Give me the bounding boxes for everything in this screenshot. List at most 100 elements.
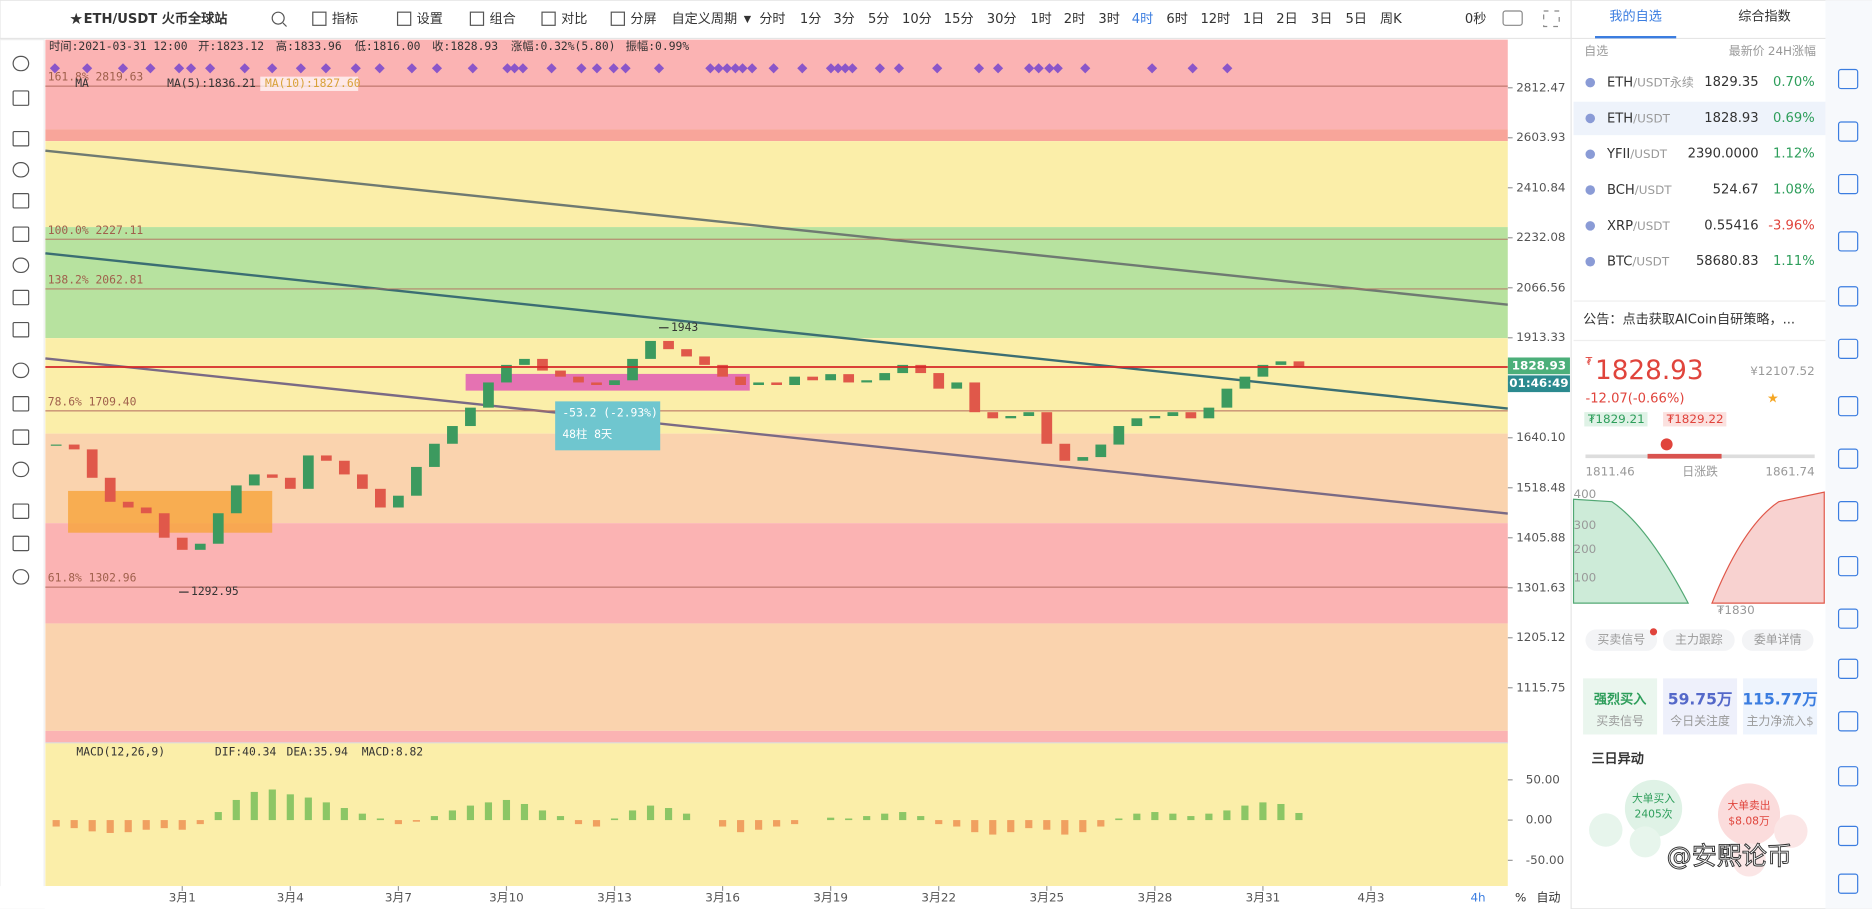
button[interactable] (1663, 629, 1735, 651)
period-button[interactable]: 分时 (759, 11, 785, 27)
countdown-label: 01:46:49 (1509, 376, 1568, 390)
percent-toggle[interactable]: % (1515, 891, 1526, 905)
nav-icon[interactable] (1837, 711, 1859, 732)
nav-icon[interactable] (1837, 658, 1859, 679)
notice[interactable]: 公告：点击获取AICoin自研策略，... (1583, 311, 1795, 328)
tool-icon[interactable] (12, 130, 30, 147)
toolbar-button[interactable]: 分屏 (630, 11, 656, 27)
bid: ₮1829.21 (1588, 412, 1645, 426)
tool-icon[interactable] (12, 193, 30, 209)
nav-icon[interactable] (1837, 608, 1859, 629)
nav-icon[interactable] (1837, 121, 1859, 142)
button-label[interactable]: 买卖信号 (1597, 633, 1645, 647)
change: 0.69% (1773, 111, 1815, 126)
button-label[interactable]: 主力跟踪 (1675, 633, 1723, 647)
macd-bar (124, 820, 132, 833)
macd-bar (971, 820, 979, 833)
button[interactable] (1585, 629, 1658, 651)
candle (212, 513, 224, 544)
custom-period[interactable]: 自定义周期 (672, 11, 738, 27)
nav-icon[interactable] (1837, 448, 1859, 469)
period-button[interactable]: 12时 (1200, 11, 1230, 27)
period-button[interactable]: 1日 (1243, 12, 1264, 27)
measure-box (555, 401, 661, 451)
toolbar-button[interactable]: 对比 (561, 11, 587, 27)
nav-icon[interactable] (1837, 825, 1859, 847)
interval-toggle[interactable]: 4h (1470, 891, 1485, 905)
tool-icon[interactable] (12, 289, 30, 306)
tool-icon[interactable] (12, 162, 30, 178)
nav-icon[interactable] (1837, 286, 1859, 307)
nav-icon[interactable] (1837, 873, 1859, 894)
tool-icon[interactable] (541, 11, 556, 26)
macd-bar (502, 799, 511, 821)
tool-icon[interactable] (12, 396, 30, 412)
auto-toggle[interactable]: 自动 (1537, 891, 1561, 905)
nav-icon[interactable] (1837, 338, 1859, 359)
macd-bar (304, 797, 312, 821)
tool-icon[interactable] (12, 226, 30, 242)
tool-icon[interactable] (610, 11, 625, 26)
countdown-tag (1507, 375, 1570, 393)
symbol[interactable]: XRP/USDT (1607, 218, 1671, 233)
toolbar-button[interactable]: 指标 (332, 11, 358, 27)
period-button[interactable]: 30分 (987, 11, 1017, 27)
period-button[interactable]: 4时 (1132, 11, 1153, 27)
symbol[interactable]: ETH/USDT 火币全球站 (84, 10, 228, 27)
period-button[interactable]: 周K (1380, 12, 1402, 27)
candle (1005, 416, 1017, 419)
tool-icon[interactable] (12, 503, 30, 519)
nav-icon[interactable] (1837, 396, 1859, 417)
tool-icon[interactable] (12, 257, 30, 274)
period-button[interactable]: 5分 (868, 11, 889, 27)
button[interactable] (1741, 629, 1814, 651)
nav-icon[interactable] (1837, 766, 1859, 787)
tool-icon[interactable] (12, 362, 30, 379)
axes: 2812.47 2603.93 2410.84 2232.08 2066.56 1913.… (169, 80, 1570, 905)
symbol[interactable]: YFII/USDT (1606, 147, 1668, 162)
tool-icon[interactable] (312, 11, 327, 26)
tool-icon[interactable] (12, 461, 30, 478)
button-label[interactable]: 委单详情 (1754, 633, 1802, 647)
period-button[interactable]: 2日 (1276, 12, 1297, 27)
symbol[interactable]: BTC/USDT (1607, 254, 1670, 269)
search-icon[interactable] (271, 11, 285, 25)
tool-icon[interactable] (12, 535, 30, 552)
period-button[interactable]: 10分 (902, 11, 932, 27)
period-button[interactable]: 3日 (1311, 12, 1332, 27)
tool-icon[interactable] (12, 429, 30, 445)
favorite-icon[interactable]: ★ (69, 10, 83, 28)
period-button[interactable]: 1分 (800, 11, 821, 27)
tab[interactable]: 综合指数 (1738, 8, 1791, 24)
candle (1095, 444, 1107, 458)
tool-icon[interactable] (12, 90, 30, 106)
nav-icon[interactable] (1837, 173, 1859, 195)
nav-icon[interactable] (1837, 501, 1859, 522)
symbol[interactable]: ETH/USDT (1607, 111, 1671, 126)
period-button[interactable]: 6时 (1166, 11, 1187, 27)
period-button[interactable]: 3时 (1098, 11, 1119, 27)
tool-icon[interactable] (469, 11, 485, 26)
toolbar-button[interactable]: 设置 (417, 11, 443, 27)
nav-icon[interactable] (1837, 555, 1859, 577)
period-button[interactable]: 15分 (944, 11, 974, 27)
period-button[interactable]: 3分 (833, 11, 854, 27)
period-button[interactable]: 5日 (1346, 12, 1367, 27)
fullscreen-icon[interactable] (1543, 10, 1560, 28)
side-icons (1837, 68, 1859, 894)
toolbar-button[interactable]: 组合 (489, 11, 515, 27)
camera-icon[interactable] (1502, 10, 1523, 26)
tool-icon[interactable] (12, 569, 30, 585)
nav-icon[interactable] (1837, 68, 1859, 90)
symbol[interactable]: BCH/USDT (1607, 183, 1672, 198)
period-button[interactable]: 2时 (1064, 11, 1085, 27)
tool-icon[interactable] (396, 11, 412, 26)
tab[interactable]: 我的自选 (1609, 8, 1662, 24)
nav-icon[interactable] (1837, 231, 1859, 252)
card-value: 59.75万 (1668, 690, 1733, 708)
period-button[interactable]: 1时 (1030, 11, 1051, 27)
symbol[interactable]: ETH/USDT永续 (1607, 75, 1694, 90)
star-icon[interactable]: ★ (1767, 391, 1779, 406)
tool-icon[interactable] (12, 55, 30, 72)
tool-icon[interactable] (12, 321, 30, 338)
